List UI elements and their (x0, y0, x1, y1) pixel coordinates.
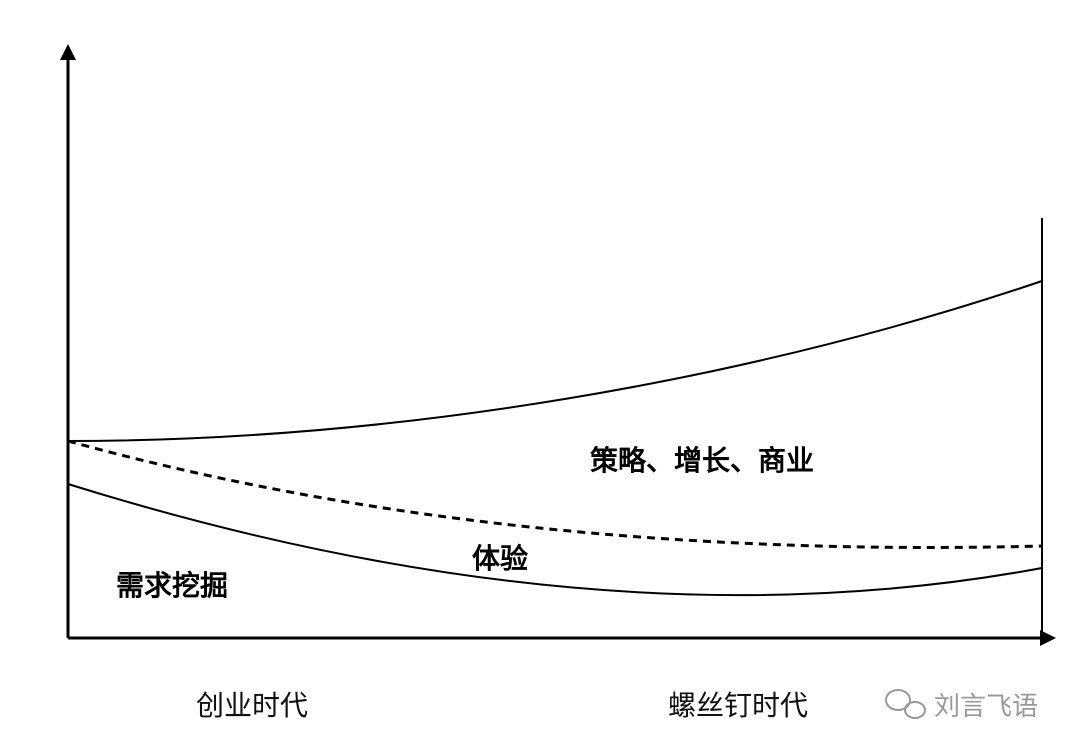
watermark: 刘言飞语 (934, 692, 1038, 722)
x-arrow (1040, 630, 1056, 646)
region-label: 策略、增长、商业 (590, 444, 814, 477)
y-arrow (60, 44, 76, 60)
x-axis-label: 螺丝钉时代 (668, 689, 808, 722)
upper-curve (67, 280, 1043, 442)
region-label: 体验 (472, 542, 528, 575)
axes (66, 58, 1042, 640)
lower-curve (67, 483, 1043, 597)
watermark-icon (885, 689, 926, 719)
x-axis-label: 创业时代 (196, 689, 308, 722)
dashed-curve (67, 439, 1043, 549)
region-label: 需求挖掘 (116, 569, 228, 602)
